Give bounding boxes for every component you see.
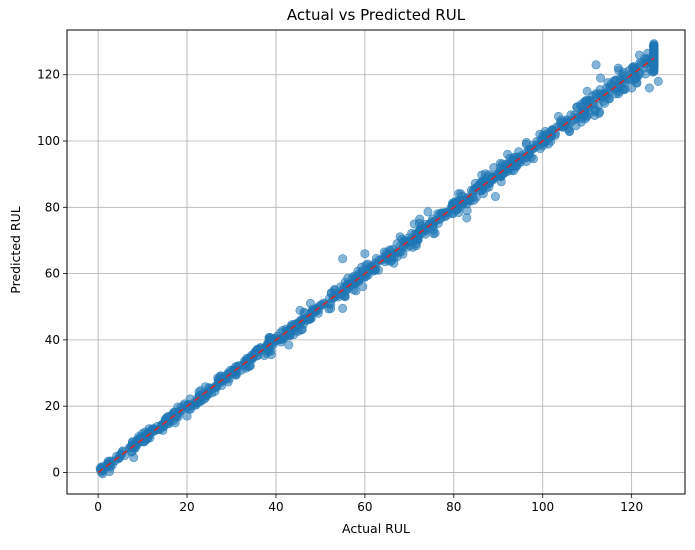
scatter-point [568, 115, 578, 125]
scatter-point [653, 76, 663, 86]
scatter-point [627, 83, 637, 93]
scatter-point [489, 163, 499, 173]
scatter-point [582, 95, 592, 105]
scatter-point [524, 149, 534, 159]
scatter-point [423, 207, 433, 217]
scatter-point [173, 402, 183, 412]
ticks-layer: 0 20 40 60 80 100 120 0 20 40 60 80 100 120 [37, 68, 643, 514]
scatter-point [521, 137, 531, 147]
scatter-point [462, 206, 472, 216]
scatter-point [480, 169, 490, 179]
scatter-point [338, 303, 348, 313]
y-tick-label: 0 [52, 465, 60, 479]
scatter-point [577, 113, 587, 123]
scatter-point [190, 397, 200, 407]
scatter-point [199, 394, 209, 404]
x-tick-label: 0 [94, 500, 102, 514]
plot-frame [66, 29, 686, 495]
scatter-point [490, 192, 500, 202]
scatter-point [295, 305, 305, 315]
chart-title: Actual vs Predicted RUL [287, 6, 466, 24]
points-layer [95, 39, 663, 479]
scatter-point [186, 404, 196, 414]
scatter-point [644, 83, 654, 93]
x-tick-label: 20 [179, 500, 194, 514]
x-axis-label: Actual RUL [342, 521, 410, 536]
x-tick-label: 80 [446, 500, 461, 514]
y-tick-label: 120 [37, 68, 60, 82]
y-tick-label: 80 [45, 200, 60, 214]
scatter-point [170, 418, 180, 428]
y-tick-label: 20 [45, 399, 60, 413]
scatter-point [564, 126, 574, 136]
scatter-point [546, 136, 556, 146]
scatter-point [129, 453, 139, 463]
scatter-point [618, 85, 628, 95]
scatter-point [585, 108, 595, 118]
scatter-point [538, 130, 548, 140]
scatter-point [582, 86, 592, 96]
scatter-point [140, 427, 150, 437]
scatter-point [278, 334, 288, 344]
x-tick-label: 100 [531, 500, 554, 514]
scatter-point [326, 303, 336, 313]
scatter-point [284, 340, 294, 350]
scatter-point [596, 73, 606, 83]
scatter-point [649, 52, 659, 62]
scatter-point [627, 63, 637, 73]
scatter-point [456, 189, 466, 199]
scatter-point [595, 107, 605, 117]
scatter-point [379, 247, 389, 257]
scatter-point [412, 234, 422, 244]
scatter-point [591, 60, 601, 70]
scatter-point [511, 162, 521, 172]
x-tick-label: 40 [268, 500, 283, 514]
y-axis-label: Predicted RUL [8, 206, 23, 293]
scatter-point [430, 228, 440, 238]
scatter-point [251, 346, 261, 356]
y-tick-label: 40 [45, 333, 60, 347]
scatter-point [649, 63, 659, 73]
scatter-point [360, 249, 370, 259]
scatter-point [628, 75, 638, 85]
scatter-point [421, 219, 431, 229]
reference-line-layer [97, 57, 655, 474]
scatter-point [338, 254, 348, 264]
scatter-point [387, 255, 397, 265]
scatter-point [555, 117, 565, 127]
x-tick-label: 60 [357, 500, 372, 514]
x-tick-label: 120 [620, 500, 643, 514]
scatter-point [406, 240, 416, 250]
scatter-point [591, 89, 601, 99]
scatter-point [505, 153, 515, 163]
scatter-point [613, 63, 623, 73]
scatter-point [159, 422, 169, 432]
scatter-point [454, 208, 464, 218]
scatter-point [640, 59, 650, 69]
reference-line [97, 57, 655, 474]
y-tick-label: 60 [45, 267, 60, 281]
scatter-point [182, 411, 192, 421]
y-tick-label: 100 [37, 134, 60, 148]
